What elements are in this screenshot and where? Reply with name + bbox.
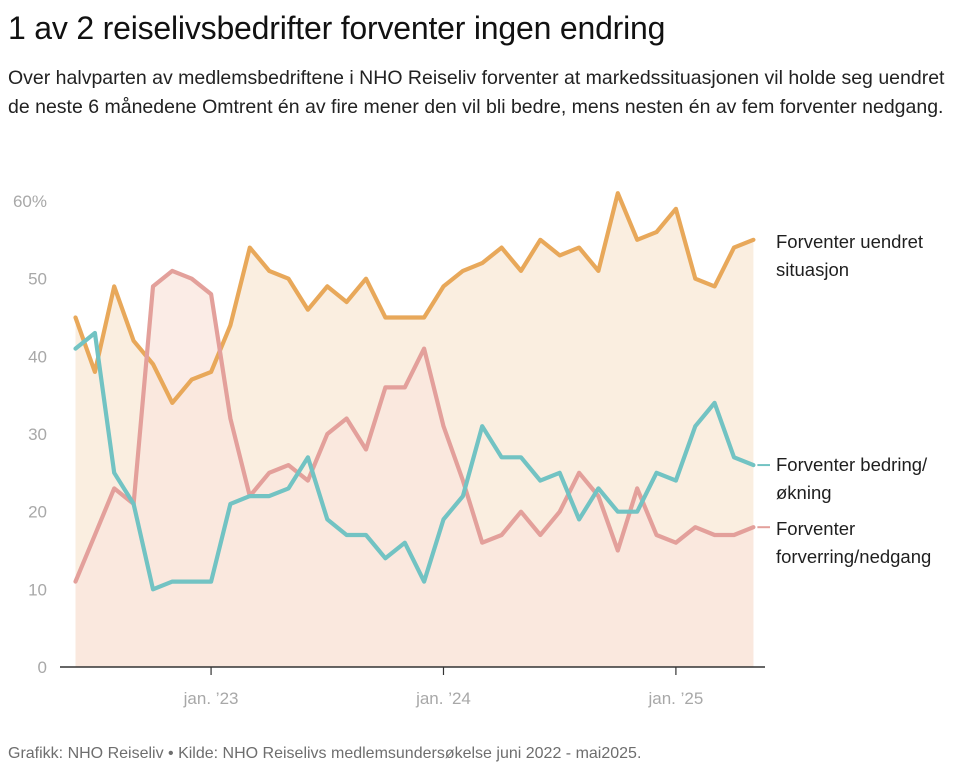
legend-uendret-label: situasjon <box>776 259 849 280</box>
legend-bedring-label: økning <box>776 482 832 503</box>
y-tick-label: 50 <box>28 270 47 289</box>
legend-forverring-label: Forventer <box>776 518 855 539</box>
series-line-forverring <box>73 268 756 584</box>
legend-uendret-label: Forventer uendret <box>776 231 923 252</box>
legend-bedring-label: Forventer bedring/ <box>776 454 928 475</box>
source-footer: Grafikk: NHO Reiseliv • Kilde: NHO Reise… <box>8 745 642 762</box>
chart-title: 1 av 2 reiselivsbedrifter forventer inge… <box>8 10 666 46</box>
y-tick-label: 60% <box>13 192 47 211</box>
x-tick-label: jan. ’24 <box>415 689 471 708</box>
y-tick-label: 30 <box>28 425 47 444</box>
area-forverring <box>75 270 754 667</box>
y-tick-label: 10 <box>28 580 47 599</box>
chart-subtitle: Over halvparten av medlemsbedriftene i N… <box>8 67 945 118</box>
y-tick-label: 20 <box>28 503 47 522</box>
legend-forverring-label: forverring/nedgang <box>776 546 931 567</box>
y-tick-label: 0 <box>38 658 47 677</box>
series-line-uendret <box>73 191 756 405</box>
x-tick-label: jan. ’25 <box>647 689 703 708</box>
y-tick-label: 40 <box>28 347 47 366</box>
series-line-bedring <box>73 330 756 592</box>
line-chart: 0 10 20 30 40 50 60% jan. ’23 jan. ’24 jan. ’25 Fo… <box>13 191 931 708</box>
x-tick-label: jan. ’23 <box>183 689 239 708</box>
